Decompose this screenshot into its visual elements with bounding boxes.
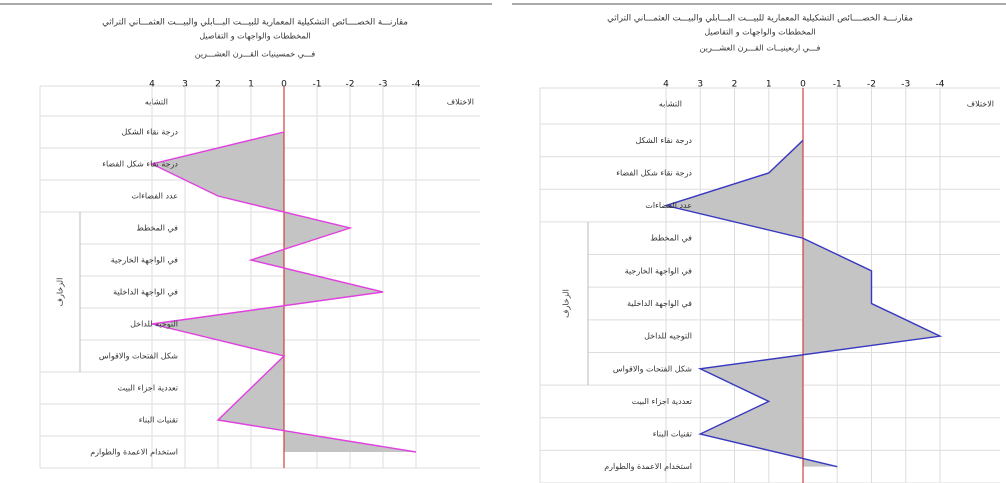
- category-label: درجة نقاء شكل الفضاء: [102, 160, 178, 169]
- line: [149, 131, 417, 453]
- x-tick-label: 3: [182, 80, 188, 90]
- category-label: شكل الفتحات والاقواس: [613, 364, 692, 373]
- category-label: في الواجهة الخارجية: [111, 256, 178, 265]
- similarity-header: التشابه: [659, 100, 682, 109]
- x-tick-label: -4: [412, 80, 421, 90]
- category-label: التوجيه للداخل: [130, 320, 178, 329]
- x-tick-label: 3: [697, 80, 703, 90]
- difference-header: الاختلاف: [967, 100, 994, 109]
- difference-header: الاختلاف: [447, 98, 474, 107]
- group-label: الزخارف: [56, 278, 65, 307]
- x-tick-label: -4: [936, 80, 945, 90]
- category-label: تقنيات البناء: [653, 430, 692, 439]
- category-label: التوجيه للداخل: [644, 332, 692, 341]
- x-tick-label: 2: [215, 80, 221, 90]
- category-label: في الواجهة الداخلية: [627, 299, 692, 308]
- x-tick-label: -2: [867, 80, 876, 90]
- x-tick-label: 4: [663, 80, 669, 90]
- x-tick-label: -1: [313, 80, 322, 90]
- x-tick-label: -2: [346, 80, 355, 90]
- category-label: استخدام الاعمدة والطوارم: [604, 462, 692, 471]
- category-label: تعددية اجزاء البيت: [632, 397, 692, 406]
- category-label: عدد الفضاءات: [131, 192, 178, 201]
- chart-title: فـــي خمسينيات القـــرن العشـــرين: [195, 50, 316, 59]
- x-tick-label: 1: [766, 80, 772, 90]
- x-tick-label: -3: [901, 80, 910, 90]
- x-tick-label: 2: [732, 80, 738, 90]
- category-label: تعددية اجزاء البيت: [118, 384, 178, 393]
- group-label: الزخارف: [562, 289, 571, 318]
- x-tick-label: 1: [248, 80, 254, 90]
- category-label: درجة نقاء شكل الفضاء: [616, 168, 692, 177]
- category-label: استخدام الاعمدة والطوارم: [90, 448, 178, 457]
- chart-title: مقارنـــة الخصــــائص التشكيلية المعماري…: [607, 14, 913, 24]
- category-label: في المخطط: [650, 234, 692, 243]
- category-label: شكل الفتحات والاقواس: [99, 352, 178, 361]
- similarity-header: التشابه: [145, 98, 168, 107]
- x-tick-label: 0: [281, 80, 287, 90]
- chart-title: المخططات والواجهات و التفاصيل: [199, 32, 310, 41]
- category-label: في الواجهة الداخلية: [113, 288, 178, 297]
- category-label: تقنيات البناء: [139, 416, 178, 425]
- category-label: في المخطط: [136, 224, 178, 233]
- line: [663, 139, 943, 468]
- chart-title: فـــي اربعينيــات القـــرن العشـــرين: [700, 44, 821, 53]
- x-tick-label: 4: [149, 80, 155, 90]
- category-label: درجة نقاء الشكل: [122, 128, 179, 137]
- x-tick-label: 0: [800, 80, 806, 90]
- chart-title: مقارنـــة الخصــــائص التشكيلية المعماري…: [102, 18, 408, 28]
- category-label: درجة نقاء الشكل: [636, 136, 693, 145]
- x-tick-label: -3: [379, 80, 388, 90]
- category-label: عدد الفضاءات: [645, 201, 692, 210]
- category-label: في الواجهة الخارجية: [625, 266, 692, 275]
- x-tick-label: -1: [833, 80, 842, 90]
- chart-title: المخططات والواجهات و التفاصيل: [704, 28, 815, 37]
